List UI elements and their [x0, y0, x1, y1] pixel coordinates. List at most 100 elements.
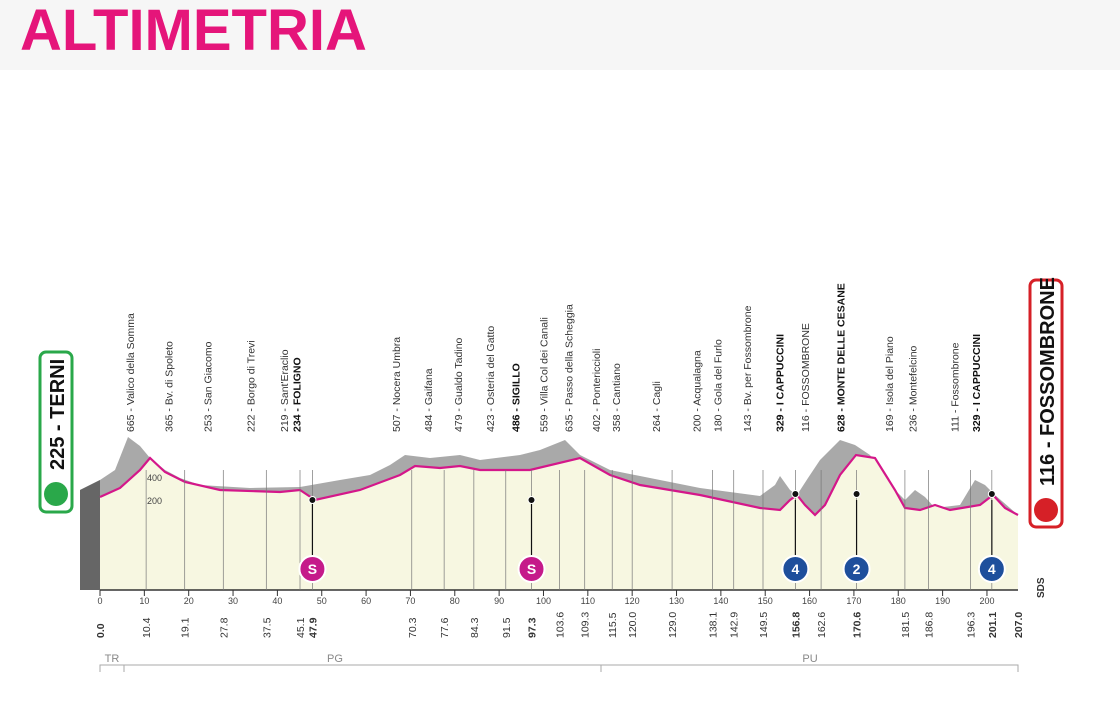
header-band	[0, 0, 1120, 70]
waypoint-label: 253 - San Giacomo	[202, 341, 214, 432]
region-bracket	[99, 664, 1019, 672]
finish-box	[1028, 278, 1064, 529]
km-label: 170.6	[852, 612, 864, 638]
km-label: 97.3	[527, 617, 539, 638]
waypoint-label: 635 - Passo della Scheggia	[564, 304, 576, 432]
waypoint-label: 116 - FOSSOMBRONE	[800, 323, 812, 432]
km-label: 109.3	[580, 612, 592, 638]
marker-badge	[517, 555, 546, 583]
waypoint-label: 423 - Osteria del Gatto	[485, 326, 497, 432]
waypoint-label: 329 - I CAPPUCCINI	[971, 334, 983, 432]
waypoint-label: 180 - Gola del Furlo	[713, 339, 725, 432]
waypoint-label: 234 - FOLIGNO	[291, 357, 303, 432]
start-box	[38, 350, 74, 514]
waypoint-label: 665 - Valico della Somma	[125, 313, 137, 432]
finish-label: 116 - FOSSOMBRONE	[1037, 277, 1059, 486]
axis-tick-label: 140	[713, 596, 728, 606]
axis-tick-label: 40	[272, 596, 282, 606]
axis-tick-label: 180	[891, 596, 906, 606]
waypoint-label: 484 - Gaifana	[423, 368, 435, 432]
axis-tick-label: 150	[758, 596, 773, 606]
marker-symbol: S	[308, 561, 317, 577]
km-label: 91.5	[501, 617, 513, 638]
waypoint-label: 143 - Bv. per Fossombrone	[742, 305, 754, 432]
relief-base	[100, 455, 1018, 590]
axis-tick-label: 170	[846, 596, 861, 606]
marker-dot	[308, 496, 317, 504]
marker-symbol: S	[527, 561, 536, 577]
waypoint-label: 264 - Cagli	[651, 381, 663, 432]
axis-tick-label: 100	[536, 596, 551, 606]
finish-icon	[1034, 498, 1058, 522]
waypoint-label: 507 - Nocera Umbra	[391, 337, 403, 432]
region: PG	[327, 653, 343, 665]
marker-dot	[852, 490, 861, 498]
km-label: 19.1	[180, 617, 192, 638]
axis-tick-label: 160	[802, 596, 817, 606]
waypoint-label: 236 - Montefelcino	[907, 345, 919, 432]
start-label: 225 - TERNI	[47, 359, 69, 470]
axis-tick-label: 130	[669, 596, 684, 606]
axis-tick-label: 120	[625, 596, 640, 606]
marker-dot	[527, 496, 536, 504]
marker-symbol: 4	[791, 561, 799, 577]
region: TR	[105, 653, 120, 665]
km-label: 162.6	[816, 612, 828, 638]
marker-badge	[781, 555, 810, 583]
waypoint-label: 329 - I CAPPUCCINI	[774, 334, 786, 432]
km-label: 0.0	[95, 623, 107, 638]
marker-symbol: 4	[988, 561, 996, 577]
waypoint-label: 402 - Pontericcioli	[591, 349, 603, 432]
km-label: 138.1	[707, 612, 719, 638]
km-label: 10.4	[141, 617, 153, 638]
km-label: 47.9	[307, 617, 319, 638]
waypoint-label: 479 - Gualdo Tadino	[453, 337, 465, 432]
axis-tick-label: 200	[979, 596, 994, 606]
axis-tick-label: 110	[581, 596, 595, 606]
marker-symbol: 2	[853, 561, 861, 577]
waypoint-label: 358 - Cantiano	[611, 363, 623, 432]
km-label: 156.8	[790, 612, 802, 638]
altitude-scale: 400	[147, 473, 162, 483]
waypoint-label: 169 - Isola del Piano	[884, 336, 896, 432]
km-label: 77.6	[439, 617, 451, 638]
waypoint-label: 219 - Sant'Eraclio	[279, 349, 291, 432]
axis-tick-label: 10	[139, 596, 149, 606]
km-label: 37.5	[261, 617, 273, 638]
km-label: 103.6	[554, 612, 566, 638]
marker-badge	[977, 555, 1006, 583]
relief-side	[80, 480, 100, 590]
axis-tick-label: 0	[97, 596, 102, 606]
km-label: 115.5	[607, 612, 619, 638]
km-label: 186.8	[923, 612, 935, 638]
axis-tick-label: 70	[405, 596, 415, 606]
title: ALTIMETRIA	[20, 0, 367, 63]
waypoint-label: 111 - Fossombrone	[950, 342, 962, 432]
axis-tick-label: 90	[494, 596, 504, 606]
km-label: 181.5	[900, 612, 912, 638]
km-label: 207.0	[1013, 612, 1025, 638]
waypoint-label: 559 - Villa Col dei Canali	[538, 317, 550, 432]
waypoint-label: 486 - SIGILLO	[511, 363, 523, 432]
km-label: 84.3	[469, 617, 481, 638]
axis-tick-label: 190	[935, 596, 950, 606]
marker-dot	[791, 490, 800, 498]
route-line	[99, 453, 1019, 517]
axis-tick-label: 20	[184, 596, 194, 606]
region: PU	[802, 653, 817, 665]
km-label: 142.9	[729, 612, 741, 638]
km-label: 45.1	[295, 617, 307, 638]
km-label: 196.3	[966, 612, 978, 638]
axis-tick-label: 60	[361, 596, 371, 606]
marker-dot	[987, 490, 996, 498]
km-label: 27.8	[218, 617, 230, 638]
axis-tick-label: 80	[450, 596, 460, 606]
axis-tick-label: 50	[317, 596, 327, 606]
km-label: 149.5	[758, 612, 770, 638]
waypoint-label: 200 - Acqualagna	[691, 350, 703, 432]
start-icon	[44, 482, 68, 506]
km-label: 120.0	[627, 612, 639, 638]
waypoint-label: 628 - MONTE DELLE CESANE	[836, 283, 848, 432]
axis-tick-label: 30	[228, 596, 238, 606]
